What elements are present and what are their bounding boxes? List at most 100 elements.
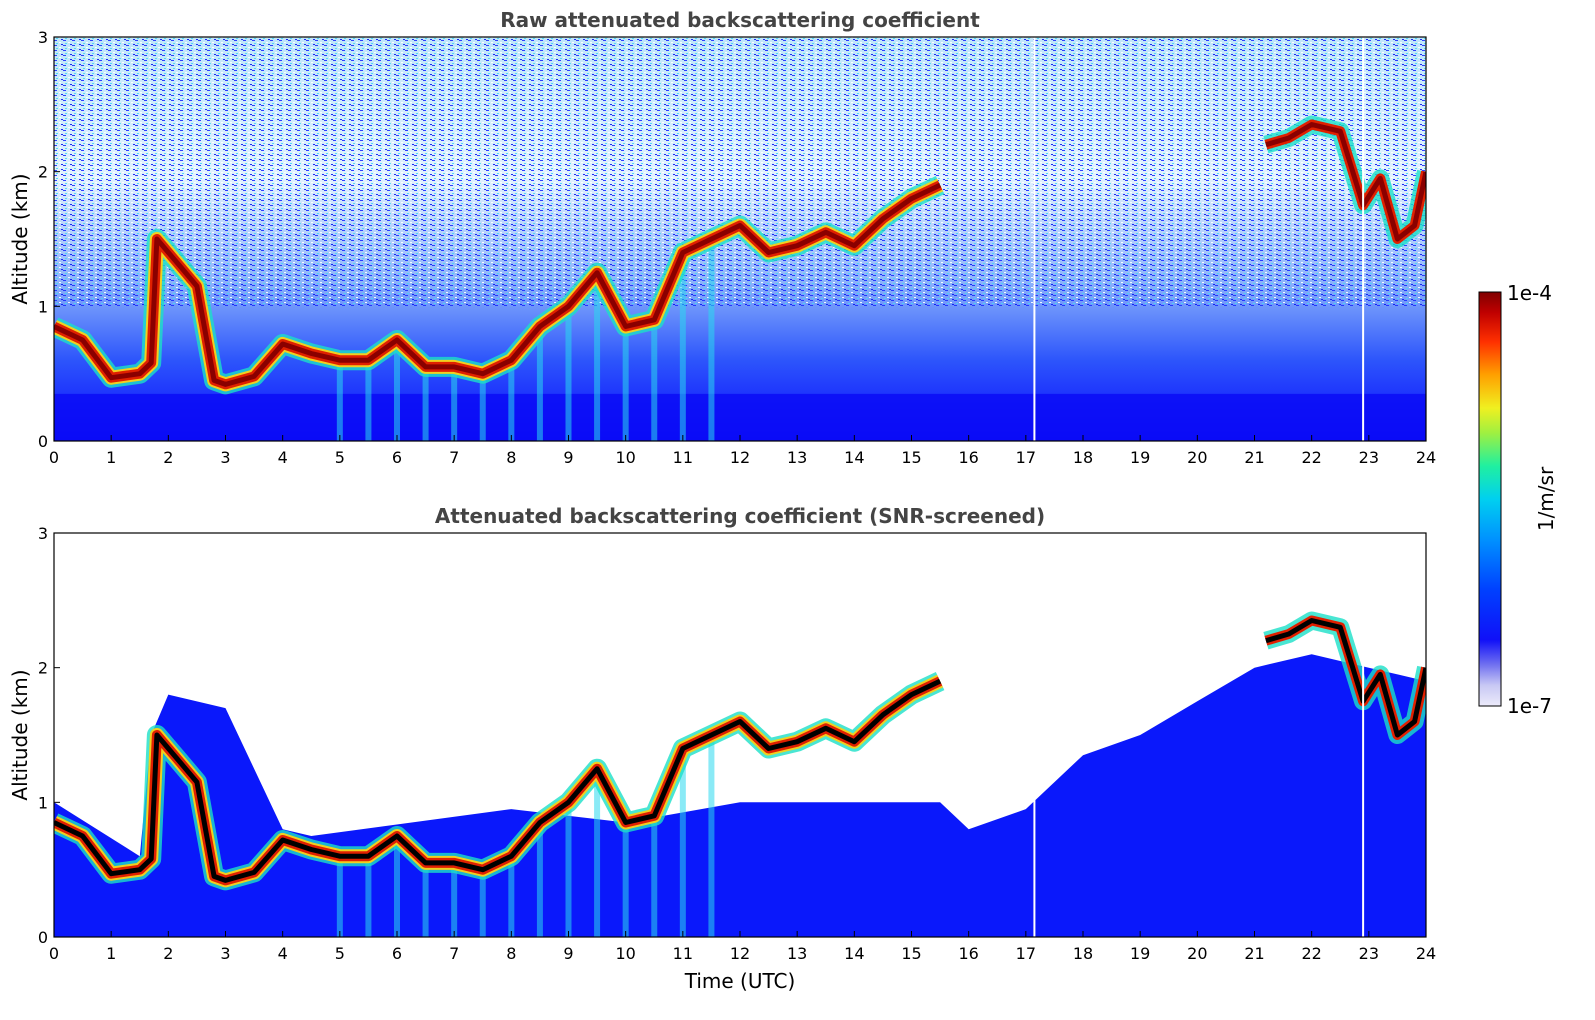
- fall-streak: [565, 306, 572, 441]
- x-tick-label: 12: [730, 944, 750, 963]
- colorbar-max-label: 1e-4: [1507, 281, 1552, 305]
- fall-streak: [594, 768, 601, 937]
- x-tick-label: 2: [163, 448, 173, 467]
- colorbar-min-label: 1e-7: [1507, 694, 1552, 718]
- x-tick-label: 4: [278, 944, 288, 963]
- fall-streak: [622, 326, 629, 441]
- x-tick-label: 7: [449, 448, 459, 467]
- fall-streak: [651, 815, 658, 937]
- x-tick-label: 14: [844, 448, 864, 467]
- fall-streak: [394, 340, 400, 441]
- x-tick-label: 3: [220, 448, 230, 467]
- x-tick-label: 9: [563, 944, 573, 963]
- x-tick-label: 8: [506, 448, 516, 467]
- x-tick-label: 9: [563, 448, 573, 467]
- x-tick-label: 13: [787, 448, 807, 467]
- y-axis-label-raw: Altitude (km): [8, 173, 32, 304]
- y-tick-label: 3: [38, 524, 48, 543]
- fall-streak: [394, 836, 400, 937]
- fall-streak: [365, 856, 372, 937]
- y-tick-label: 3: [38, 28, 48, 47]
- fall-streak: [679, 748, 686, 937]
- x-tick-label: 15: [901, 448, 921, 467]
- colorbar: 1e-4 1e-7 1/m/sr: [1478, 281, 1558, 718]
- x-tick-label: 6: [392, 448, 402, 467]
- panel-screened: Attenuated backscattering coefficient (S…: [8, 504, 1436, 993]
- x-tick-label: 20: [1187, 944, 1207, 963]
- x-tick-label: 5: [335, 944, 345, 963]
- fall-streak: [651, 319, 658, 441]
- panel-title-raw: Raw attenuated backscattering coefficien…: [500, 8, 980, 32]
- x-tick-label: 14: [844, 944, 864, 963]
- x-tick-label: 1: [106, 448, 116, 467]
- x-tick-label: 18: [1073, 944, 1093, 963]
- x-tick-label: 19: [1130, 944, 1150, 963]
- x-tick-label: 7: [449, 944, 459, 963]
- x-tick-label: 24: [1416, 944, 1436, 963]
- x-tick-label: 10: [615, 448, 635, 467]
- colorbar-gradient: [1478, 291, 1502, 707]
- x-tick-label: 11: [673, 944, 693, 963]
- fall-streak: [508, 360, 515, 441]
- x-tick-label: 16: [958, 448, 978, 467]
- x-tick-label: 22: [1301, 944, 1321, 963]
- x-tick-label: 12: [730, 448, 750, 467]
- fall-streak: [708, 735, 715, 937]
- fall-streak: [536, 326, 543, 441]
- y-axis-label-screened: Altitude (km): [8, 669, 32, 800]
- x-tick-label: 23: [1359, 448, 1379, 467]
- fall-streak: [708, 239, 715, 441]
- x-tick-label: 23: [1359, 944, 1379, 963]
- x-tick-label: 17: [1016, 944, 1036, 963]
- fall-streak: [336, 856, 343, 937]
- fall-streak: [422, 366, 429, 441]
- x-tick-label: 2: [163, 944, 173, 963]
- x-tick-label: 0: [49, 448, 59, 467]
- x-tick-label: 10: [615, 944, 635, 963]
- fall-streak: [594, 272, 601, 441]
- x-tick-label: 11: [673, 448, 693, 467]
- x-tick-label: 5: [335, 448, 345, 467]
- x-tick-label: 24: [1416, 448, 1436, 467]
- noise-texture: [54, 37, 1426, 307]
- x-tick-label: 22: [1301, 448, 1321, 467]
- x-axis-label: Time (UTC): [684, 969, 796, 993]
- fall-streak: [422, 862, 429, 937]
- x-tick-label: 6: [392, 944, 402, 963]
- boundary-layer-aerosol: [54, 393, 1426, 441]
- x-tick-label: 4: [278, 448, 288, 467]
- fall-streak: [479, 373, 486, 441]
- fall-streak: [451, 366, 458, 441]
- cloud-core: [54, 678, 942, 883]
- fall-streak: [451, 862, 458, 937]
- colorbar-unit-label: 1/m/sr: [1534, 466, 1558, 531]
- x-tick-label: 8: [506, 944, 516, 963]
- x-tick-label: 21: [1244, 944, 1264, 963]
- y-tick-label: 1: [38, 297, 48, 316]
- panel-title-screened: Attenuated backscattering coefficient (S…: [435, 504, 1045, 528]
- fall-streak: [336, 360, 343, 441]
- fall-streak: [536, 822, 543, 937]
- y-tick-label: 1: [38, 793, 48, 812]
- fall-streak: [365, 360, 372, 441]
- cloud-core: [54, 182, 942, 387]
- x-tick-label: 1: [106, 944, 116, 963]
- y-tick-label: 2: [38, 659, 48, 678]
- x-tick-label: 16: [958, 944, 978, 963]
- x-tick-label: 20: [1187, 448, 1207, 467]
- x-tick-label: 15: [901, 944, 921, 963]
- fall-streak: [508, 856, 515, 937]
- x-tick-label: 0: [49, 944, 59, 963]
- x-tick-label: 19: [1130, 448, 1150, 467]
- x-tick-label: 13: [787, 944, 807, 963]
- heatmap-raw: [54, 37, 1426, 441]
- heatmap-screened: [54, 533, 1426, 937]
- fall-streak: [622, 822, 629, 937]
- y-tick-label: 0: [38, 928, 48, 947]
- fall-streak: [679, 252, 686, 441]
- fall-streak: [479, 869, 486, 937]
- panel-raw: Raw attenuated backscattering coefficien…: [8, 8, 1436, 467]
- x-tick-label: 21: [1244, 448, 1264, 467]
- fall-streak: [565, 802, 572, 937]
